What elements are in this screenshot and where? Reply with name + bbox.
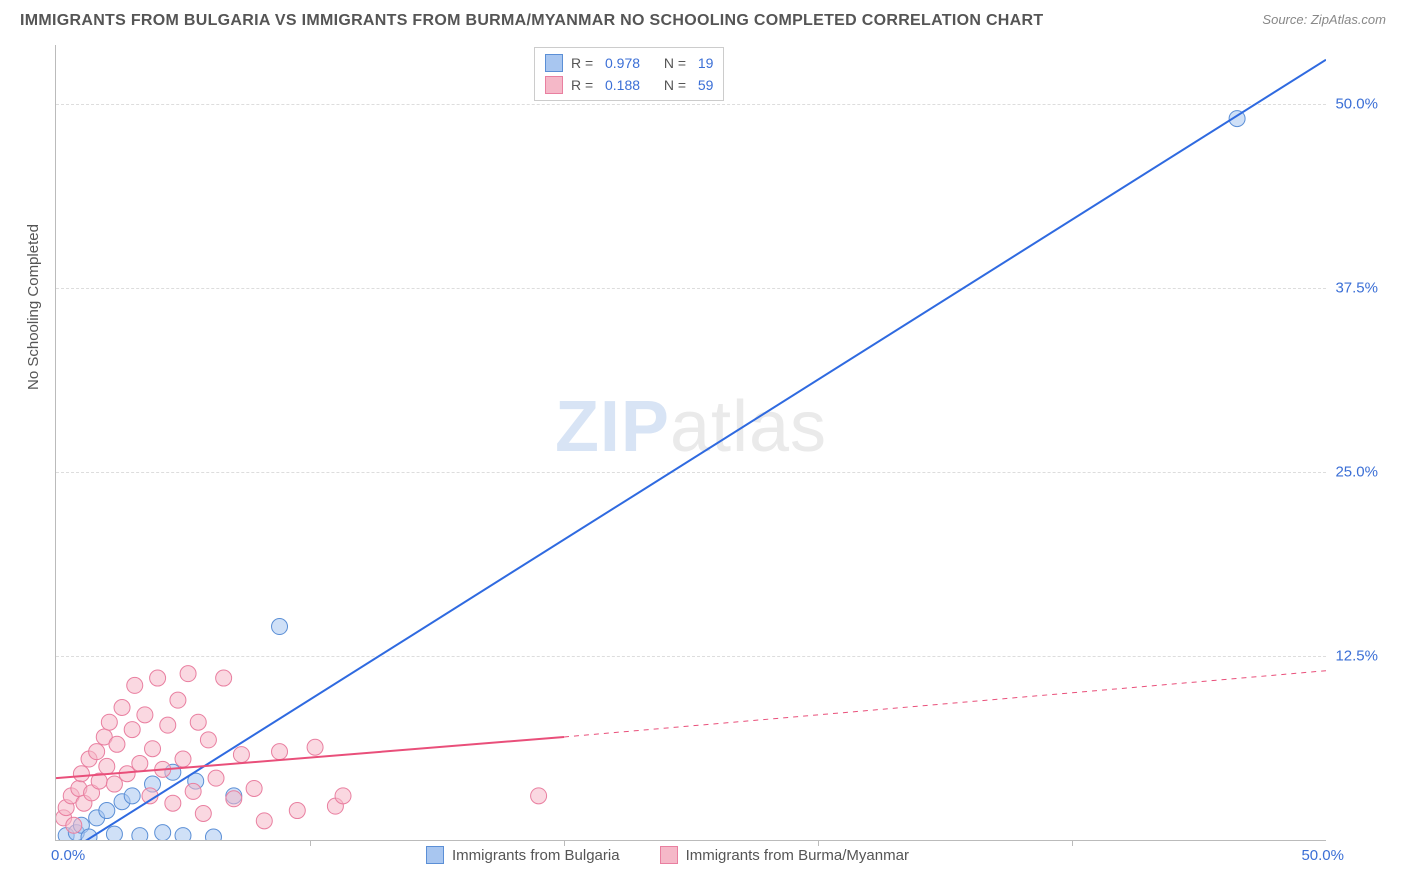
data-point bbox=[256, 813, 272, 829]
data-point bbox=[272, 744, 288, 760]
data-point bbox=[216, 670, 232, 686]
data-point bbox=[531, 788, 547, 804]
swatch-bulgaria-icon bbox=[426, 846, 444, 864]
stats-row-bulgaria: R = 0.978 N = 19 bbox=[545, 52, 713, 74]
data-point bbox=[226, 791, 242, 807]
legend-item-burma: Immigrants from Burma/Myanmar bbox=[660, 846, 909, 864]
data-point bbox=[89, 744, 105, 760]
x-tick bbox=[818, 840, 819, 846]
y-tick-label: 50.0% bbox=[1335, 95, 1378, 112]
data-point bbox=[175, 828, 191, 840]
y-tick-label: 12.5% bbox=[1335, 647, 1378, 664]
data-point bbox=[124, 722, 140, 738]
series-legend: Immigrants from Bulgaria Immigrants from… bbox=[426, 846, 909, 864]
data-point bbox=[205, 829, 221, 840]
chart-title: IMMIGRANTS FROM BULGARIA VS IMMIGRANTS F… bbox=[20, 12, 1043, 29]
data-point bbox=[132, 828, 148, 840]
data-point bbox=[145, 741, 161, 757]
data-point bbox=[208, 770, 224, 786]
data-point bbox=[272, 619, 288, 635]
data-point bbox=[99, 758, 115, 774]
y-tick-label: 25.0% bbox=[1335, 463, 1378, 480]
data-point bbox=[185, 783, 201, 799]
data-point bbox=[114, 700, 130, 716]
data-point bbox=[124, 788, 140, 804]
data-point bbox=[195, 806, 211, 822]
data-point bbox=[101, 714, 117, 730]
x-axis-end-label: 50.0% bbox=[1301, 847, 1344, 864]
x-tick bbox=[310, 840, 311, 846]
data-point bbox=[106, 826, 122, 840]
swatch-bulgaria bbox=[545, 54, 563, 72]
trend-line-dashed bbox=[564, 671, 1326, 737]
data-point bbox=[175, 751, 191, 767]
stats-row-burma: R = 0.188 N = 59 bbox=[545, 74, 713, 96]
y-tick-label: 37.5% bbox=[1335, 279, 1378, 296]
data-point bbox=[155, 825, 171, 840]
data-point bbox=[106, 776, 122, 792]
data-point bbox=[190, 714, 206, 730]
chart-canvas bbox=[56, 45, 1326, 840]
x-tick bbox=[1072, 840, 1073, 846]
legend-item-bulgaria: Immigrants from Bulgaria bbox=[426, 846, 620, 864]
data-point bbox=[180, 666, 196, 682]
data-point bbox=[200, 732, 216, 748]
swatch-burma bbox=[545, 76, 563, 94]
data-point bbox=[289, 803, 305, 819]
trend-line bbox=[64, 60, 1326, 840]
x-tick bbox=[564, 840, 565, 846]
data-point bbox=[109, 736, 125, 752]
data-point bbox=[165, 795, 181, 811]
y-axis-title: No Schooling Completed bbox=[25, 224, 42, 390]
data-point bbox=[73, 766, 89, 782]
data-point bbox=[99, 803, 115, 819]
data-point bbox=[137, 707, 153, 723]
data-point bbox=[246, 780, 262, 796]
swatch-burma-icon bbox=[660, 846, 678, 864]
data-point bbox=[150, 670, 166, 686]
stats-legend: R = 0.978 N = 19 R = 0.188 N = 59 bbox=[534, 47, 724, 101]
data-point bbox=[335, 788, 351, 804]
data-point bbox=[233, 747, 249, 763]
data-point bbox=[127, 677, 143, 693]
data-point bbox=[160, 717, 176, 733]
x-axis-start-label: 0.0% bbox=[51, 847, 85, 864]
source-label: Source: ZipAtlas.com bbox=[1262, 12, 1386, 27]
data-point bbox=[170, 692, 186, 708]
data-point bbox=[132, 755, 148, 771]
plot-area: ZIPatlas R = 0.978 N = 19 R = 0.188 N = … bbox=[55, 45, 1326, 841]
data-point bbox=[307, 739, 323, 755]
data-point bbox=[66, 817, 82, 833]
